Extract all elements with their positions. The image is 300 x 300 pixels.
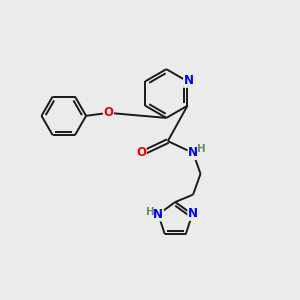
Text: N: N [188, 207, 198, 220]
Text: N: N [153, 208, 163, 221]
Text: O: O [136, 146, 146, 160]
Text: N: N [184, 74, 194, 87]
Text: N: N [188, 146, 198, 160]
Text: H: H [197, 143, 206, 154]
Text: H: H [146, 207, 154, 217]
Text: O: O [103, 106, 113, 119]
